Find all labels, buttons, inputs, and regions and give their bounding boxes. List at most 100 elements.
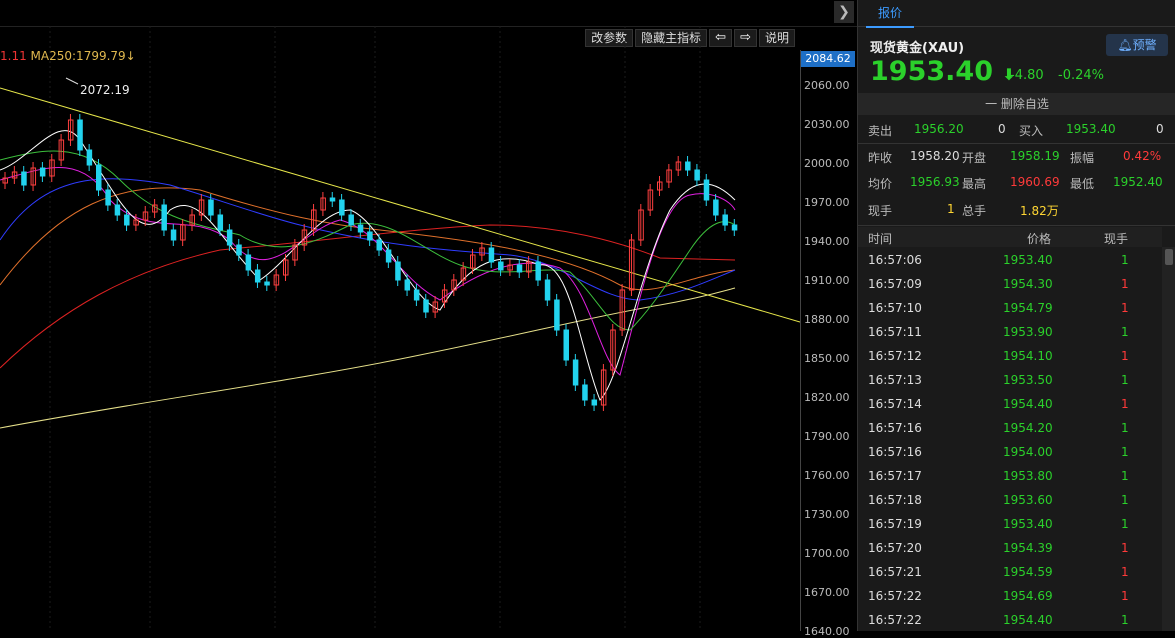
tick-time: 16:57:11 xyxy=(868,325,922,339)
candle-body xyxy=(563,329,569,361)
change-params-button[interactable]: 改参数 xyxy=(585,29,634,47)
candle-body xyxy=(161,204,167,231)
arrow-left-button[interactable]: ⇦ xyxy=(709,29,733,47)
tick-time: 16:57:22 xyxy=(868,613,922,627)
tick-volume: 1 xyxy=(1121,469,1129,483)
candle-body xyxy=(507,264,513,271)
candle-body xyxy=(526,261,532,273)
col-price: 价格 xyxy=(1027,232,1052,246)
price-tick: 1730.00 xyxy=(804,508,850,521)
low-value: 1952.40 xyxy=(1113,175,1163,189)
tick-time: 16:57:13 xyxy=(868,373,922,387)
tick-time: 16:57:16 xyxy=(868,421,922,435)
candle-body xyxy=(638,209,644,241)
panel-tabbar: 报价 xyxy=(858,0,1175,28)
last-price-marker: 2084.62 xyxy=(801,51,855,67)
tick-volume: 1 xyxy=(1121,373,1129,387)
candle-body xyxy=(582,384,588,401)
candle-body xyxy=(591,399,598,406)
amplitude-label: 振幅 xyxy=(1070,151,1095,165)
candle-body xyxy=(114,204,121,216)
price-tick: 1820.00 xyxy=(804,391,850,404)
tick-list-scrollbar[interactable] xyxy=(1162,247,1175,631)
remove-watchlist-button[interactable]: 一 删除自选 xyxy=(858,93,1175,115)
candle-body xyxy=(245,254,252,271)
candle-body xyxy=(395,261,401,281)
tick-time: 16:57:19 xyxy=(868,517,922,531)
tick-row: 16:57:10 1954.79 1 xyxy=(858,297,1162,321)
candle-body xyxy=(217,214,224,231)
candle-body xyxy=(535,261,541,281)
hide-main-indicator-button[interactable]: 隐藏主指标 xyxy=(635,29,708,47)
sell-label: 卖出 xyxy=(868,124,893,138)
tick-row: 16:57:12 1954.10 1 xyxy=(858,345,1162,369)
candle-body xyxy=(385,249,392,263)
tab-quote[interactable]: 报价 xyxy=(866,0,915,28)
tick-volume: 1 xyxy=(1121,277,1129,291)
tick-price: 1953.40 xyxy=(1003,253,1053,267)
tick-price: 1953.90 xyxy=(1003,325,1053,339)
candle-body xyxy=(152,204,158,213)
open-value: 1958.19 xyxy=(1010,149,1060,163)
tick-row: 16:57:13 1953.50 1 xyxy=(858,369,1162,393)
down-arrow-icon: ⬇ xyxy=(1002,65,1016,84)
trend-line xyxy=(0,87,800,323)
quote-panel: 报价 现货黄金(XAU) 🔔︎预警 1953.40 ⬇ -4.80 -0.24%… xyxy=(857,0,1175,631)
price-value: 1953.40 xyxy=(870,56,993,87)
price-tick: 2000.00 xyxy=(804,157,850,170)
candle-body xyxy=(198,199,205,216)
sell-price: 1956.20 xyxy=(914,122,964,136)
tick-row: 16:57:22 1954.40 1 xyxy=(858,609,1162,633)
buy-label: 买入 xyxy=(1019,124,1044,138)
total-volume-value: 1.82万 xyxy=(1020,204,1059,218)
candle-body xyxy=(460,267,467,281)
ma-white-line xyxy=(0,130,736,401)
candle-body xyxy=(21,171,27,186)
ma250-label: MA250:1799.79↓ xyxy=(30,49,136,63)
candle-body xyxy=(685,161,691,171)
candle-body xyxy=(703,179,710,201)
candle-body xyxy=(311,209,317,231)
ma-legend: 1.11 MA250:1799.79↓ xyxy=(0,49,136,63)
high-value: 1960.69 xyxy=(1010,175,1060,189)
current-volume-value: 1 xyxy=(947,202,955,216)
tick-volume: 1 xyxy=(1121,613,1129,627)
collapse-panel-button[interactable]: ❯ xyxy=(834,1,854,23)
alert-button[interactable]: 🔔︎预警 xyxy=(1106,34,1168,56)
scroll-thumb[interactable] xyxy=(1165,249,1173,265)
candle-body xyxy=(77,119,83,151)
tick-volume: 1 xyxy=(1121,421,1129,435)
price-tick: 2030.00 xyxy=(804,118,850,131)
tick-price: 1954.40 xyxy=(1003,397,1053,411)
candle-body xyxy=(254,269,261,283)
tick-price: 1954.69 xyxy=(1003,589,1053,603)
instrument-title: 现货黄金(XAU) xyxy=(870,41,965,56)
tick-row: 16:57:14 1954.40 1 xyxy=(858,393,1162,417)
tick-row: 16:57:22 1954.69 1 xyxy=(858,585,1162,609)
tick-price: 1954.20 xyxy=(1003,421,1053,435)
tick-volume: 1 xyxy=(1121,541,1129,555)
candle-body xyxy=(357,224,364,233)
candle-body xyxy=(236,244,242,256)
candle-body xyxy=(647,189,654,211)
candle-body xyxy=(226,229,233,246)
candle-body xyxy=(423,299,429,313)
help-button[interactable]: 说明 xyxy=(758,29,795,47)
ma-orange-line xyxy=(0,187,736,291)
tick-volume: 1 xyxy=(1121,493,1129,507)
alert-label: 预警 xyxy=(1132,38,1157,52)
candle-body xyxy=(488,247,495,263)
tick-list[interactable]: 16:57:06 1953.40 1 16:57:09 1954.30 1 16:57:10… xyxy=(858,249,1162,633)
candle-body xyxy=(554,299,560,331)
tick-price: 1954.39 xyxy=(1003,541,1053,555)
candle-body xyxy=(86,149,93,166)
candle-body xyxy=(441,289,448,303)
tick-time: 16:57:14 xyxy=(868,397,922,411)
price-tick: 2060.00 xyxy=(804,79,850,92)
arrow-right-button[interactable]: ⇨ xyxy=(734,29,757,47)
kline-chart-area[interactable]: ❯ 改参数 隐藏主指标 ⇦ ⇨ 说明 1.11 MA250:1799.79↓ 2… xyxy=(0,0,857,638)
candle-body xyxy=(451,279,457,291)
candle-body xyxy=(498,261,504,271)
tick-price: 1954.40 xyxy=(1003,613,1053,627)
candle-body xyxy=(544,279,551,301)
